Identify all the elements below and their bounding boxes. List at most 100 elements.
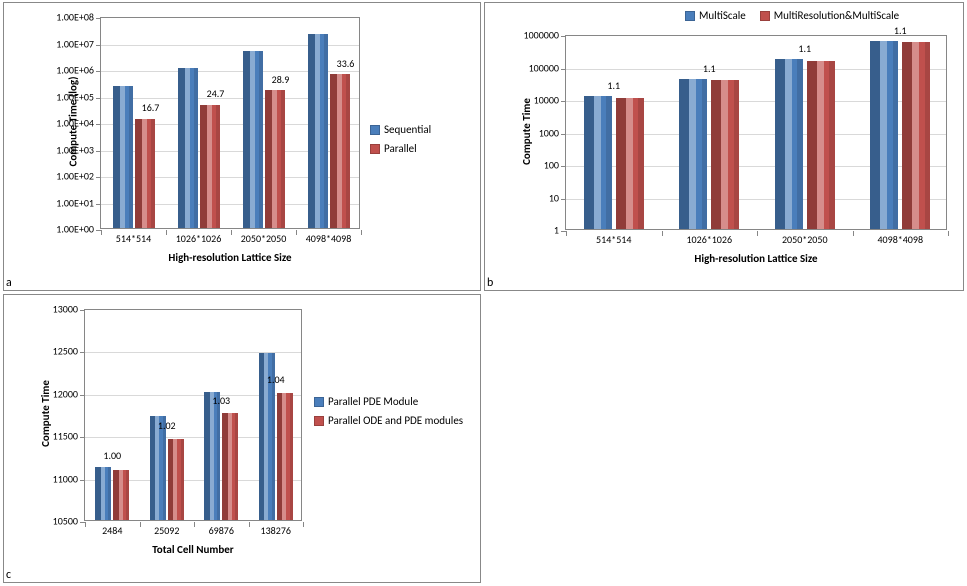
- y-tick-label: 1.00E+02: [56, 170, 94, 183]
- bar: [113, 470, 129, 520]
- bar: [616, 98, 644, 229]
- y-tick-label: 1.00E+05: [56, 90, 94, 103]
- bar: [265, 90, 285, 228]
- panel-b: b 514*5141026*10262050*20504098*40981.11…: [484, 2, 964, 291]
- legend-item: Parallel ODE and PDE modules: [314, 414, 463, 427]
- legend-item: Parallel: [370, 142, 431, 155]
- y-tick-label: 1.00E+07: [56, 37, 94, 50]
- bar: [870, 41, 898, 230]
- y-tick: [96, 177, 101, 178]
- y-tick: [96, 204, 101, 205]
- data-label: 1.04: [267, 373, 285, 386]
- x-tick: [566, 231, 567, 236]
- y-tick-label: 1.00E+00: [56, 223, 94, 236]
- legend-swatch: [314, 397, 324, 407]
- bar: [222, 413, 238, 520]
- data-label: 1.03: [212, 394, 230, 407]
- bar: [113, 86, 133, 228]
- x-tick: [303, 522, 304, 527]
- y-axis-title-c: Compute Time: [39, 380, 52, 447]
- y-tick: [96, 151, 101, 152]
- y-tick-label: 1.00E+04: [56, 117, 94, 130]
- x-tick-label: 4098*4098: [877, 233, 923, 246]
- y-tick: [561, 134, 566, 135]
- y-tick: [561, 69, 566, 70]
- y-tick-label: 100: [544, 159, 559, 172]
- legend-b: MultiScaleMultiResolution&MultiScale: [685, 9, 899, 28]
- y-tick-label: 10000: [534, 94, 559, 107]
- y-tick-label: 12000: [53, 387, 78, 400]
- x-tick: [296, 230, 297, 235]
- data-label: 1.1: [607, 79, 620, 92]
- bar: [308, 34, 328, 228]
- x-tick-label: 1026*1026: [686, 233, 732, 246]
- x-tick-label: 138276: [261, 524, 291, 537]
- panel-label-b: b: [487, 276, 493, 290]
- legend-swatch: [370, 125, 380, 135]
- y-axis-title-b: Compute Time: [520, 98, 533, 165]
- x-tick: [140, 522, 141, 527]
- legend-swatch: [314, 416, 324, 426]
- legend-label: Parallel PDE Module: [328, 395, 418, 408]
- x-tick-label: 69876: [209, 524, 234, 537]
- bar: [711, 80, 739, 229]
- bar: [679, 79, 707, 229]
- x-tick-label: 25092: [154, 524, 179, 537]
- legend-label: MultiScale: [699, 9, 746, 22]
- data-label: 16.7: [142, 101, 160, 114]
- legend-item: MultiScale: [685, 9, 746, 22]
- y-tick-label: 100000: [529, 61, 559, 74]
- legend-swatch: [370, 144, 380, 154]
- y-tick-label: 10: [549, 191, 559, 204]
- bar: [330, 74, 350, 228]
- legend-a: Sequential Parallel: [370, 123, 431, 161]
- panel-label-c: c: [6, 568, 11, 582]
- bar: [243, 51, 263, 228]
- bar: [204, 392, 220, 520]
- x-tick: [194, 522, 195, 527]
- y-tick: [80, 437, 85, 438]
- bar: [584, 96, 612, 229]
- page: a 514*514 1026*1026 2050*2050 4098*4098 16.7…: [0, 0, 967, 586]
- x-tick: [853, 231, 854, 236]
- x-tick: [662, 231, 663, 236]
- legend-swatch: [685, 11, 695, 21]
- data-label: 1.02: [158, 419, 176, 432]
- y-tick: [96, 18, 101, 19]
- gridline: [85, 310, 301, 311]
- legend-label: Parallel: [384, 142, 417, 155]
- y-tick-label: 1000: [539, 126, 559, 139]
- panel-label-a: a: [6, 276, 12, 290]
- y-tick-label: 1.00E+03: [56, 143, 94, 156]
- y-tick-label: 10500: [53, 515, 78, 528]
- x-tick: [101, 230, 102, 235]
- y-tick-label: 13000: [53, 303, 78, 316]
- plot-area-b: 514*5141026*10262050*20504098*40981.11.1…: [565, 35, 947, 230]
- x-tick-label: 2050*2050: [241, 232, 287, 245]
- data-label: 1.1: [798, 42, 811, 55]
- y-tick: [96, 124, 101, 125]
- x-tick: [249, 522, 250, 527]
- bar: [200, 105, 220, 228]
- bar: [178, 68, 198, 228]
- y-tick: [96, 98, 101, 99]
- x-tick-label: 514*514: [596, 233, 631, 246]
- gridline: [566, 36, 946, 37]
- legend-item: Parallel PDE Module: [314, 395, 463, 408]
- data-label: 28.9: [272, 73, 290, 86]
- x-tick: [757, 231, 758, 236]
- y-tick: [96, 71, 101, 72]
- bar: [902, 42, 930, 229]
- y-tick-label: 1.00E+08: [56, 11, 94, 24]
- x-tick: [166, 230, 167, 235]
- bar: [277, 393, 293, 520]
- y-tick-label: 11000: [53, 472, 78, 485]
- x-tick-label: 514*514: [116, 232, 151, 245]
- bar: [95, 467, 111, 520]
- y-tick: [80, 395, 85, 396]
- bar: [135, 119, 155, 228]
- x-tick: [361, 230, 362, 235]
- data-label: 33.6: [337, 57, 355, 70]
- gridline: [566, 231, 946, 232]
- legend-label: Sequential: [384, 123, 431, 136]
